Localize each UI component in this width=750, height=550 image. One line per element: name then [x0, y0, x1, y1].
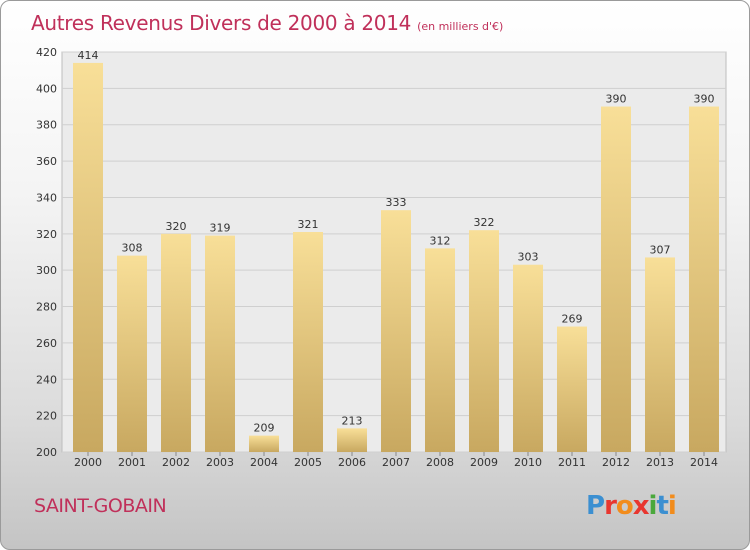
x-tick-label: 2002 — [162, 456, 190, 469]
y-tick-label: 300 — [36, 264, 57, 277]
bar-2008 — [425, 248, 455, 452]
title-row: Autres Revenus Divers de 2000 à 2014 (en … — [31, 11, 503, 35]
x-tick-label: 2008 — [426, 456, 454, 469]
x-tick-label: 2001 — [118, 456, 146, 469]
y-tick-label: 280 — [36, 301, 57, 314]
bars — [73, 62, 719, 453]
value-label: 303 — [518, 251, 539, 264]
value-label: 320 — [166, 220, 187, 233]
y-tick-label: 420 — [36, 46, 57, 59]
x-axis-labels: 2000 2001 2002 2003 2004 2005 2006 2007 2008 2009… — [74, 452, 718, 469]
logo-letter: o — [615, 491, 634, 521]
x-tick-label: 2010 — [514, 456, 542, 469]
value-label: 308 — [122, 242, 143, 255]
x-tick-label: 2000 — [74, 456, 102, 469]
bar-2006 — [337, 428, 367, 452]
value-label: 312 — [430, 234, 451, 247]
x-tick-label: 2013 — [646, 456, 674, 469]
value-label: 307 — [650, 243, 671, 256]
bar-2011 — [557, 326, 587, 452]
x-tick-label: 2006 — [338, 456, 366, 469]
bar-2001 — [117, 255, 147, 452]
y-tick-label: 220 — [36, 410, 57, 423]
value-label: 414 — [78, 49, 99, 62]
bar-2012 — [601, 106, 631, 452]
y-axis-labels: 200 220 240 260 280 300 320 340 360 380 400 420 — [36, 46, 57, 459]
logo-letter: t — [656, 491, 668, 521]
value-label: 333 — [386, 196, 407, 209]
y-tick-label: 380 — [36, 119, 57, 132]
bar-2014 — [689, 106, 719, 452]
bar-2009 — [469, 230, 499, 452]
logo-letter: P — [586, 491, 605, 521]
x-tick-label: 2004 — [250, 456, 278, 469]
x-tick-label: 2012 — [602, 456, 630, 469]
y-tick-label: 260 — [36, 337, 57, 350]
value-label: 321 — [298, 218, 319, 231]
bar-2010 — [513, 264, 543, 452]
logo-letter: i — [648, 491, 658, 521]
value-label: 390 — [606, 93, 627, 106]
bar-2003 — [205, 235, 235, 452]
y-tick-label: 320 — [36, 228, 57, 241]
bar-2004 — [249, 435, 279, 452]
value-label: 390 — [694, 93, 715, 106]
y-tick-label: 340 — [36, 191, 57, 204]
x-tick-label: 2009 — [470, 456, 498, 469]
y-tick-label: 240 — [36, 373, 57, 386]
proxiti-logo: Proxiti — [586, 491, 677, 521]
y-tick-label: 200 — [36, 446, 57, 459]
value-label: 269 — [562, 313, 583, 326]
y-tick-label: 360 — [36, 155, 57, 168]
bar-2013 — [645, 257, 675, 452]
bar-2005 — [293, 232, 323, 452]
x-tick-label: 2011 — [558, 456, 586, 469]
value-label: 319 — [210, 222, 231, 235]
x-tick-label: 2007 — [382, 456, 410, 469]
x-tick-label: 2014 — [690, 456, 718, 469]
bar-2007 — [381, 210, 411, 452]
value-label: 209 — [254, 422, 275, 435]
x-tick-label: 2003 — [206, 456, 234, 469]
commune-name: SAINT-GOBAIN — [34, 495, 167, 517]
chart-subtitle: (en milliers d'€) — [417, 20, 504, 33]
value-label: 213 — [342, 414, 363, 427]
value-labels: 414 308 320 319 209 321 213 333 312 322 303 269 390 3… — [78, 49, 715, 435]
bar-2002 — [161, 233, 191, 452]
logo-letter: i — [667, 491, 677, 521]
logo-letter: r — [604, 491, 617, 521]
logo-letter: x — [632, 491, 650, 521]
bar-2000 — [73, 62, 103, 453]
y-tick-label: 400 — [36, 82, 57, 95]
value-label: 322 — [474, 216, 495, 229]
chart-title: Autres Revenus Divers de 2000 à 2014 — [31, 11, 412, 35]
x-tick-label: 2005 — [294, 456, 322, 469]
